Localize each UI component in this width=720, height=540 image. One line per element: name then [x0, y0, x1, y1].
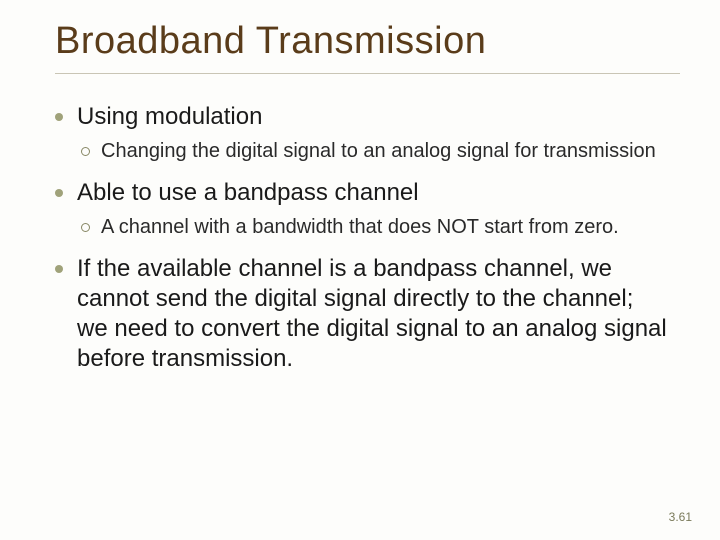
bullet-text: If the available channel is a bandpass c…	[77, 254, 680, 374]
bullet-text: Able to use a bandpass channel	[77, 179, 419, 206]
bullet-text: Using modulation	[77, 103, 262, 130]
bullet-item: Able to use a bandpass channel A channel…	[55, 178, 680, 240]
sub-bullet-text: A channel with a bandwidth that does NOT…	[101, 216, 619, 238]
sub-bullet-item: A channel with a bandwidth that does NOT…	[77, 214, 680, 240]
sub-bullet-item: Changing the digital signal to an analog…	[77, 138, 680, 164]
sub-bullet-list: A channel with a bandwidth that does NOT…	[77, 214, 680, 240]
sub-bullet-text: Changing the digital signal to an analog…	[101, 140, 656, 162]
slide-title: Broadband Transmission	[55, 20, 680, 74]
bullet-item: Using modulation Changing the digital si…	[55, 102, 680, 164]
bullet-list: Using modulation Changing the digital si…	[55, 102, 680, 374]
page-number: 3.61	[669, 510, 692, 524]
sub-bullet-list: Changing the digital signal to an analog…	[77, 138, 680, 164]
bullet-item: If the available channel is a bandpass c…	[55, 254, 680, 374]
slide: Broadband Transmission Using modulation …	[0, 0, 720, 540]
